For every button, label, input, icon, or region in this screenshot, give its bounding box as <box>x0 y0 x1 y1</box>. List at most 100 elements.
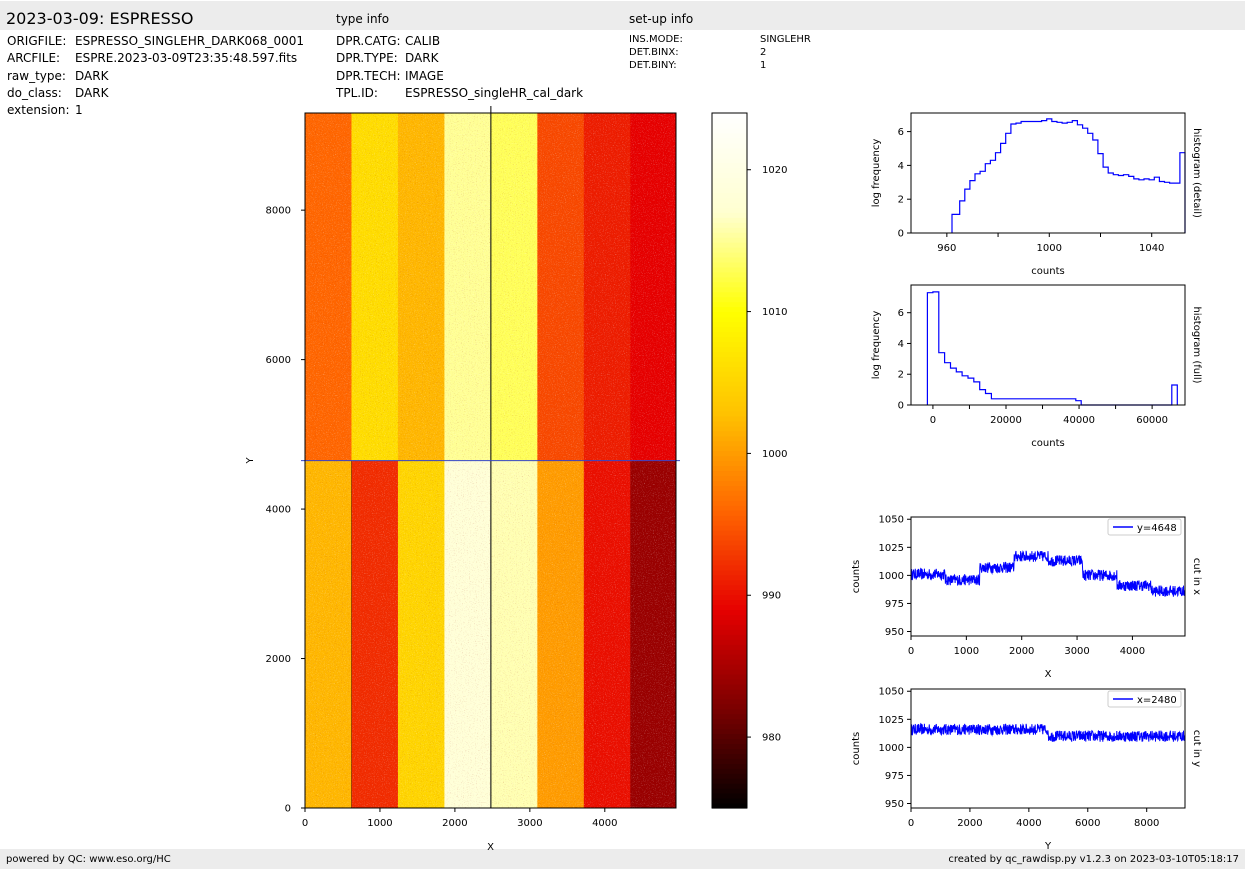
colorbar-swatch <box>712 306 747 313</box>
colorbar-swatch <box>712 425 747 432</box>
x-tick-label: 960 <box>937 243 956 254</box>
header-band <box>0 1 1245 30</box>
colorbar-swatch <box>712 301 747 308</box>
histogram-series <box>926 291 1178 406</box>
histogram-full-panel: 0 20000 40000 60000 0 2 4 6 counts log frequency h… <box>871 284 1202 449</box>
colorbar-swatch <box>712 510 747 516</box>
colorbar-swatch <box>712 629 747 635</box>
cut-x-panel: y=4648 0 1000 2000 3000 4000 950 975 1000 1025 105… <box>851 515 1202 680</box>
y-tick-label: 1025 <box>879 543 904 554</box>
file-info-key: do_class: <box>7 86 62 100</box>
colorbar-swatch <box>712 336 747 342</box>
colorbar-swatch <box>712 743 747 750</box>
colorbar-swatch <box>712 678 747 685</box>
cut-y-panel: x=2480 0 2000 4000 6000 8000 950 975 1000 1025 105… <box>851 687 1202 852</box>
colorbar-swatch <box>712 266 747 273</box>
colorbar-swatch <box>712 738 747 745</box>
colorbar-swatch <box>712 252 747 258</box>
colorbar-swatch <box>712 271 747 278</box>
colorbar-swatch <box>712 619 747 625</box>
y-tick-label: 2 <box>898 195 904 206</box>
type-info-value: IMAGE <box>405 69 444 83</box>
colorbar-swatch <box>712 460 747 467</box>
colorbar-swatch <box>712 182 747 189</box>
type-info-value: DARK <box>405 51 439 65</box>
colorbar-swatch <box>712 162 747 169</box>
cut-series-line <box>910 550 1186 598</box>
type-info-key: TPL.ID: <box>336 86 378 100</box>
colorbar-swatch <box>712 405 747 412</box>
colorbar-swatch <box>712 351 747 357</box>
colorbar-swatch <box>712 415 747 422</box>
y-tick-label: 8000 <box>266 206 291 217</box>
type-info-value: ESPRESSO_singleHR_cal_dark <box>405 86 584 100</box>
colorbar-swatch <box>712 688 747 695</box>
file-info-value: DARK <box>75 86 109 100</box>
colorbar-swatch <box>712 132 747 139</box>
colorbar-frame <box>711 112 748 809</box>
colorbar-swatch <box>712 440 747 447</box>
colorbar-swatch <box>712 346 747 352</box>
histogram-series <box>951 118 1186 233</box>
colorbar-swatch <box>712 659 747 665</box>
x-tick-label: 4000 <box>1120 646 1145 657</box>
colorbar-swatch <box>712 232 747 238</box>
colorbar-swatch <box>712 803 747 809</box>
y-tick-label: 4000 <box>266 505 291 516</box>
colorbar-swatch <box>712 525 747 531</box>
setup-info-key: INS.MODE: <box>629 34 683 45</box>
file-info-value: DARK <box>75 69 109 83</box>
colorbar-swatch <box>712 500 747 506</box>
colorbar-tick-label: 980 <box>762 733 781 744</box>
x-axis-label: counts <box>1031 438 1064 449</box>
y-tick-label: 6 <box>898 127 904 138</box>
right-panel-label: cut in x <box>1191 558 1202 595</box>
colorbar-swatch <box>712 465 747 472</box>
y-tick-label: 2000 <box>266 654 291 665</box>
legend-box <box>1107 690 1182 708</box>
y-tick-label: 975 <box>885 599 904 610</box>
colorbar-swatch <box>712 326 747 333</box>
colorbar-swatch <box>712 505 747 511</box>
x-tick-label: 2000 <box>1009 646 1034 657</box>
colorbar-swatch <box>712 157 747 164</box>
panel-frame <box>910 688 1186 809</box>
colorbar-swatch <box>712 703 747 710</box>
y-axis-label: Y <box>245 457 256 465</box>
colorbar-swatch <box>712 122 747 129</box>
colorbar-swatch <box>712 152 747 159</box>
type-info-key: DPR.TECH: <box>336 69 401 83</box>
colorbar-swatch <box>712 127 747 134</box>
colorbar-swatch <box>712 281 747 288</box>
legend-label: x=2480 <box>1137 695 1177 706</box>
x-tick-label: 4000 <box>592 818 617 829</box>
image-frame <box>304 112 677 809</box>
colorbar-swatch <box>712 113 747 119</box>
colorbar-swatch <box>712 763 747 769</box>
page-title: 2023-03-09: ESPRESSO <box>6 9 194 28</box>
colorbar-swatch <box>712 654 747 660</box>
colorbar-swatch <box>712 748 747 754</box>
colorbar-tick-label: 1020 <box>762 165 787 176</box>
colorbar-swatch <box>712 718 747 725</box>
footer-created-by: created by qc_rawdisp.py v1.2.3 on 2023-… <box>948 854 1239 865</box>
colorbar-swatch <box>712 331 747 337</box>
colorbar-swatch <box>712 286 747 293</box>
y-tick-label: 950 <box>885 799 904 810</box>
x-tick-label: 0 <box>930 415 936 426</box>
colorbar-swatch <box>712 172 747 179</box>
right-panel-label: histogram (detail) <box>1191 128 1202 218</box>
colorbar-swatch <box>712 723 747 730</box>
colorbar-tick-label: 990 <box>762 591 781 602</box>
panel-frame <box>910 284 1186 406</box>
setup-info-title: set-up info <box>629 12 694 26</box>
colorbar-swatch <box>712 485 747 491</box>
y-tick-label: 2 <box>898 370 904 381</box>
colorbar-swatch <box>712 222 747 228</box>
colorbar-swatch <box>712 291 747 298</box>
colorbar-swatch <box>712 639 747 645</box>
x-tick-label: 1000 <box>367 818 392 829</box>
colorbar-swatch <box>712 261 747 268</box>
colorbar-swatch <box>712 475 747 481</box>
